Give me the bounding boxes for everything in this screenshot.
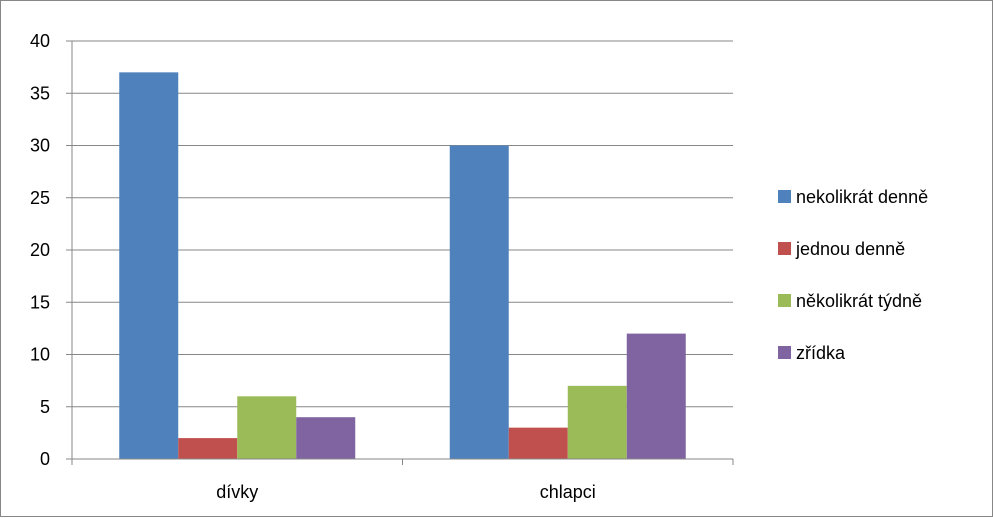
y-tick-label: 25 bbox=[30, 188, 50, 208]
bar-4-2 bbox=[627, 334, 686, 459]
bar-1-1 bbox=[119, 72, 178, 459]
bar-4-1 bbox=[296, 417, 355, 459]
y-tick-label: 15 bbox=[30, 292, 50, 312]
bar-2-1 bbox=[178, 438, 237, 459]
y-tick-label: 5 bbox=[40, 397, 50, 417]
legend-label: zřídka bbox=[796, 343, 846, 363]
legend-label: nekolikrát denně bbox=[796, 187, 928, 207]
bars bbox=[119, 72, 686, 459]
bar-2-2 bbox=[509, 428, 568, 459]
legend-swatch bbox=[778, 346, 791, 359]
y-tick-label: 35 bbox=[30, 83, 50, 103]
y-tick-label: 40 bbox=[30, 31, 50, 51]
x-tick-label: chlapci bbox=[540, 482, 596, 502]
y-tick-label: 10 bbox=[30, 345, 50, 365]
x-tick-label: dívky bbox=[216, 482, 258, 502]
legend-label: jednou denně bbox=[795, 239, 905, 259]
legend-swatch bbox=[778, 190, 791, 203]
y-tick-label: 30 bbox=[30, 136, 50, 156]
bar-1-2 bbox=[450, 146, 509, 460]
y-tick-label: 0 bbox=[40, 449, 50, 469]
bar-3-1 bbox=[237, 396, 296, 459]
bar-3-2 bbox=[568, 386, 627, 459]
y-tick-label: 20 bbox=[30, 240, 50, 260]
legend-swatch bbox=[778, 294, 791, 307]
legend: nekolikrát denně jednou denně několikrát t… bbox=[778, 187, 928, 363]
legend-swatch bbox=[778, 242, 791, 255]
legend-label: několikrát týdně bbox=[796, 291, 922, 311]
